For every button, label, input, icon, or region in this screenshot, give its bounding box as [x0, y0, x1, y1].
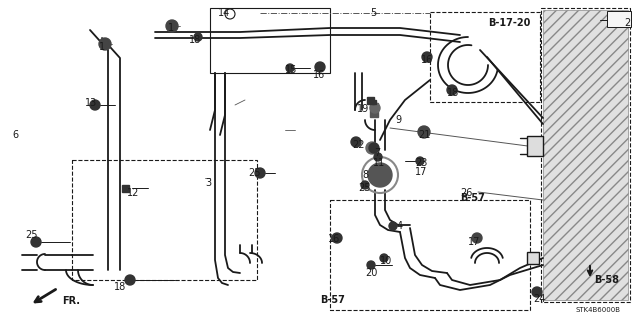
Bar [367, 97, 374, 103]
Circle shape [125, 275, 135, 285]
Text: 19: 19 [357, 104, 369, 114]
Circle shape [315, 62, 325, 72]
Circle shape [370, 103, 380, 113]
Text: 26: 26 [460, 188, 472, 198]
Text: B-57: B-57 [460, 193, 485, 203]
Text: B-17-20: B-17-20 [488, 18, 531, 28]
Bar [72, 160, 257, 280]
Circle shape [351, 137, 361, 147]
Circle shape [166, 20, 178, 32]
Bar [372, 100, 376, 104]
Text: 8: 8 [362, 170, 368, 180]
Text: 1: 1 [99, 42, 105, 52]
Text: 25: 25 [358, 183, 371, 193]
Circle shape [366, 142, 378, 154]
Text: 14: 14 [218, 8, 230, 18]
Circle shape [255, 168, 265, 178]
Circle shape [194, 33, 202, 41]
Circle shape [532, 287, 542, 297]
Text: 17: 17 [415, 167, 428, 177]
Circle shape [422, 52, 432, 62]
FancyBboxPatch shape [607, 11, 631, 27]
Circle shape [90, 100, 100, 110]
Text: 1: 1 [168, 23, 174, 33]
Circle shape [418, 126, 430, 138]
Circle shape [361, 181, 369, 189]
Text: 18: 18 [447, 88, 460, 98]
Text: 17: 17 [468, 237, 481, 247]
Circle shape [369, 143, 379, 153]
Text: 25: 25 [248, 168, 260, 178]
Text: 18: 18 [114, 282, 126, 292]
Circle shape [367, 261, 375, 269]
Text: 22: 22 [352, 140, 365, 150]
Text: 25: 25 [25, 230, 38, 240]
Bar [370, 103, 378, 117]
Bar [541, 8, 630, 302]
Text: 5: 5 [370, 8, 376, 18]
Text: 6: 6 [12, 130, 18, 140]
Text: 2: 2 [624, 18, 630, 28]
Text: 21: 21 [418, 130, 430, 140]
Bar [210, 8, 330, 73]
Bar [527, 136, 543, 156]
Circle shape [472, 233, 482, 243]
Circle shape [389, 222, 397, 230]
Circle shape [447, 85, 457, 95]
Text: STK4B6000B: STK4B6000B [575, 307, 620, 313]
Text: 15: 15 [285, 65, 298, 75]
Text: 23: 23 [415, 158, 428, 168]
Text: 10: 10 [380, 256, 392, 266]
Text: FR.: FR. [62, 296, 80, 306]
Circle shape [286, 64, 294, 72]
Circle shape [374, 153, 382, 161]
Text: 4: 4 [397, 221, 403, 231]
Text: 3: 3 [205, 178, 211, 188]
Bar [430, 12, 540, 102]
Circle shape [31, 237, 41, 247]
Text: 24: 24 [533, 294, 545, 304]
Text: B-58: B-58 [594, 275, 619, 285]
Text: 20: 20 [365, 268, 378, 278]
Circle shape [380, 254, 388, 262]
Text: 9: 9 [395, 115, 401, 125]
Text: 16: 16 [421, 55, 433, 65]
Text: 16: 16 [313, 70, 325, 80]
Text: 7: 7 [374, 148, 380, 158]
Bar [543, 10, 628, 300]
Text: 11: 11 [373, 158, 385, 168]
Text: B-57: B-57 [320, 295, 345, 305]
Circle shape [99, 38, 111, 50]
Text: 18: 18 [189, 35, 201, 45]
Text: 16: 16 [328, 234, 340, 244]
Bar [527, 252, 539, 264]
Circle shape [332, 233, 342, 243]
Text: 12: 12 [127, 188, 140, 198]
Bar [122, 184, 129, 191]
Text: 13: 13 [85, 98, 97, 108]
Circle shape [368, 163, 392, 187]
Bar [330, 200, 530, 310]
Circle shape [416, 157, 424, 165]
